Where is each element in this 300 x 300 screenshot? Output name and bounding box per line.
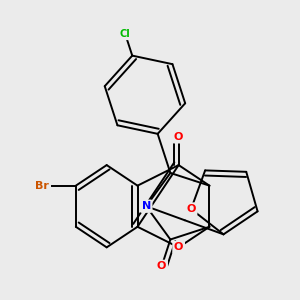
Text: O: O (174, 132, 183, 142)
Text: O: O (186, 204, 196, 214)
Text: O: O (174, 242, 183, 252)
Text: Br: Br (35, 181, 50, 191)
Text: N: N (142, 201, 151, 211)
Text: Cl: Cl (120, 28, 130, 39)
Text: O: O (157, 261, 166, 272)
